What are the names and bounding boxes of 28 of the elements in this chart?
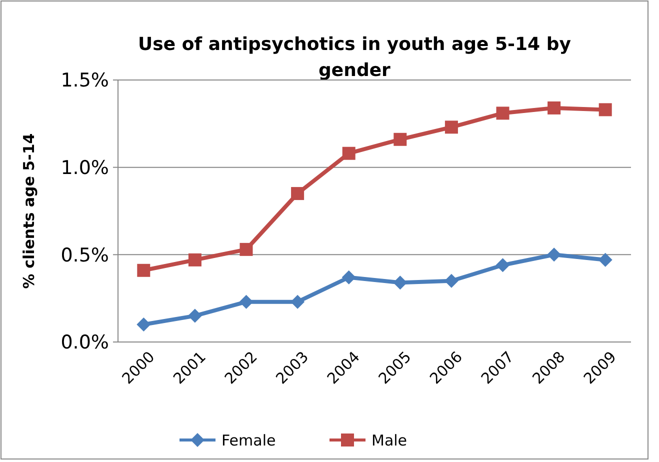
point <box>496 106 510 120</box>
y-tick-label: 1.0% <box>60 156 109 179</box>
point <box>444 120 458 134</box>
y-tick-label: 0.5% <box>60 244 109 266</box>
point <box>342 270 356 284</box>
point <box>240 242 253 256</box>
point <box>598 252 612 267</box>
y-tick-label: 1.5% <box>60 70 109 92</box>
point <box>547 248 562 262</box>
y-tick-label: 0.0% <box>60 332 109 354</box>
point <box>290 294 305 309</box>
point <box>394 132 407 146</box>
point <box>137 264 150 277</box>
point <box>291 187 304 200</box>
y-axis-title: % clients age 5-14 <box>20 133 38 289</box>
point <box>239 294 254 309</box>
point <box>188 308 202 323</box>
point <box>496 258 510 272</box>
point <box>444 274 458 288</box>
point <box>188 253 202 266</box>
point <box>393 276 408 290</box>
point <box>136 318 151 332</box>
legend-label: Female <box>222 431 276 450</box>
legend-label: Male <box>372 431 408 450</box>
point <box>548 101 561 114</box>
point <box>342 146 356 160</box>
point <box>598 103 612 116</box>
chart-title: Use of antipsychotics in youth age 5-14 by gender <box>138 34 572 81</box>
